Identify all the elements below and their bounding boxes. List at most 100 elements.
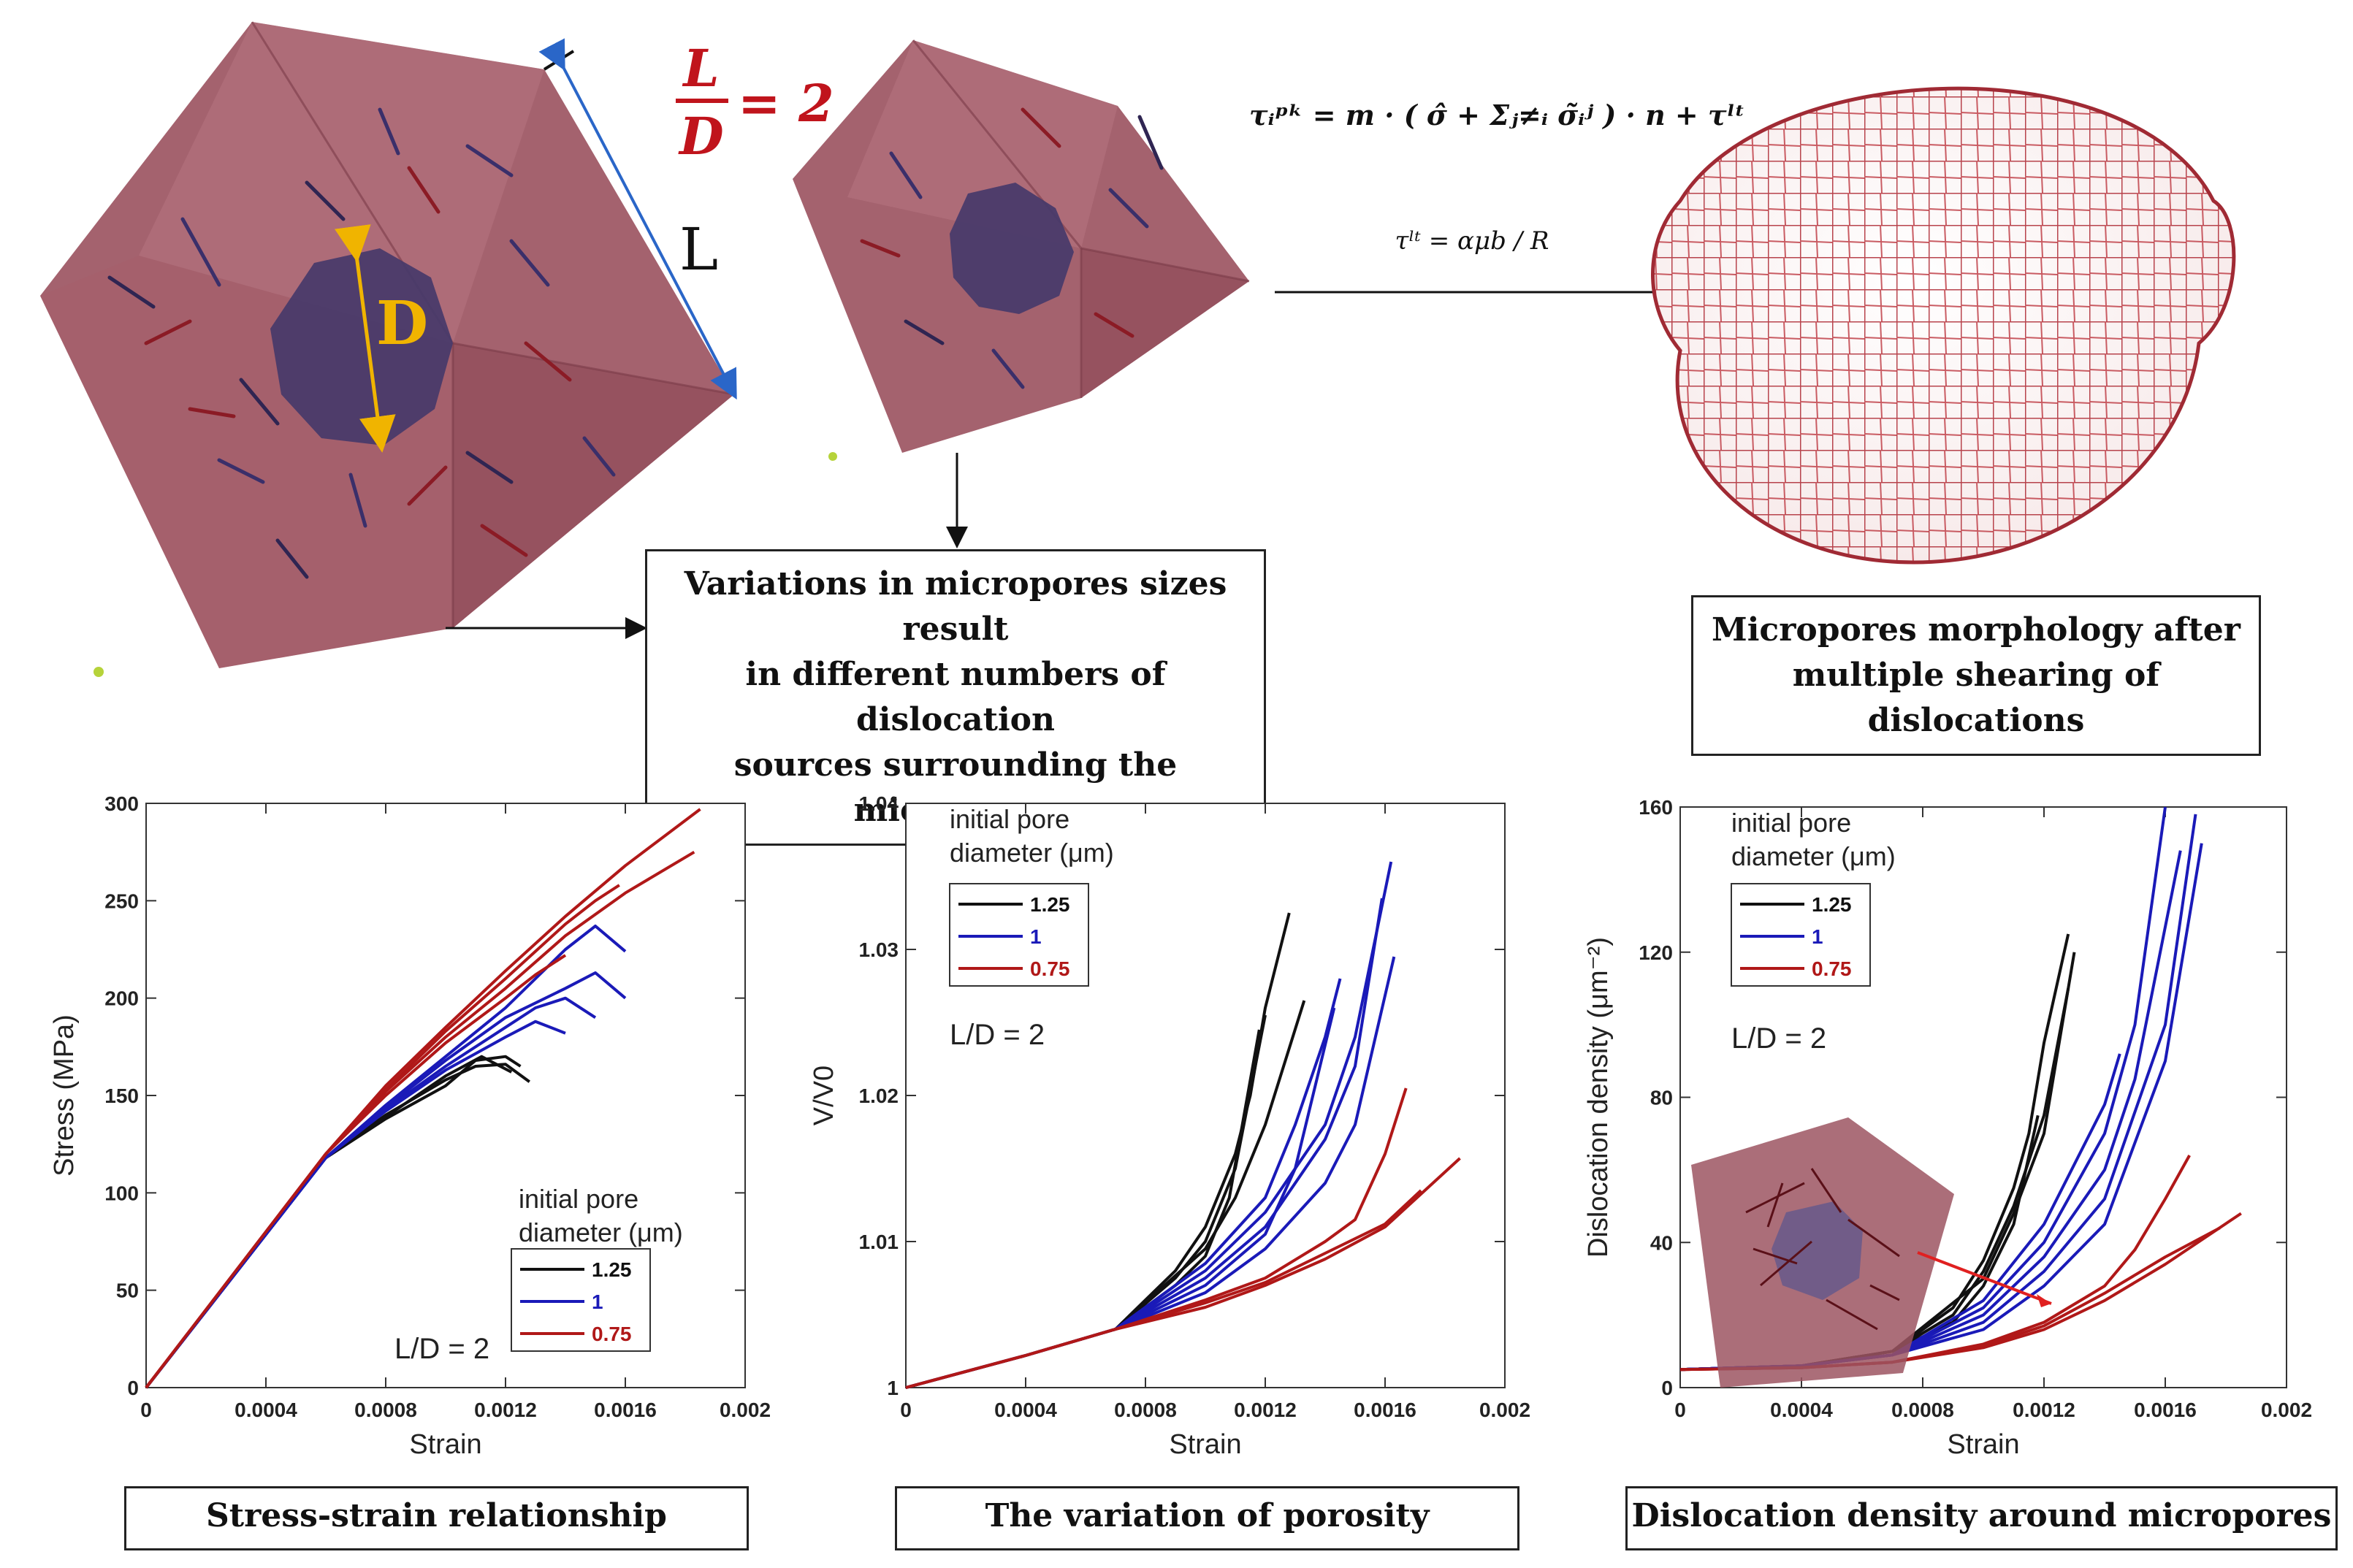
x-tick-label: 0.0012 [474,1399,537,1421]
annotation-ld: L/D = 2 [394,1333,489,1365]
marker-icon [828,452,837,461]
series-line-0-75 [905,1189,1422,1389]
inset-pore-icon [1772,1201,1863,1300]
legend-label: 1.25 [1812,893,1852,916]
legend-label: 0.75 [1812,957,1852,980]
y-tick-label: 0 [1661,1377,1673,1399]
chart-stress-strain: 0 0.0004 0.0008 0.0012 0.0016 0.002 0 50 100 150 2… [49,792,771,1460]
legend-label: 1.25 [592,1258,632,1281]
legend-label: 1 [1030,925,1042,948]
x-tick-label: 0.0016 [2134,1399,2197,1421]
series-line-0-75 [145,954,567,1389]
caption-micropore-sizes: Variations in micropores sizes result in… [645,549,1266,846]
caption-line: Variations in micropores sizes result [684,565,1227,648]
inset-pointer-arrow [1917,1251,2052,1305]
legend-title-line: initial pore [1731,808,1851,838]
y-tick-label: 160 [1639,796,1673,819]
inset-dislocation-line [1760,1240,1812,1287]
y-axis-label: V/V0 [809,1066,839,1125]
x-tick-label: 0.0016 [1354,1399,1416,1421]
y-tick-label: 50 [116,1280,139,1302]
legend-label: 1 [592,1290,603,1313]
small-cube-icon [793,39,1250,453]
legend-title-line: diameter (μm) [950,838,1114,868]
inset-dislocation-line [1766,1182,1784,1228]
plot-frame [145,803,746,1388]
legend-title-line: initial pore [950,804,1069,834]
y-axis-label: Dislocation density (μm⁻²) [1583,937,1614,1258]
legend-label: 0.75 [1030,957,1070,980]
inset-dislocation-network-icon [1691,1117,2052,1388]
ratio-rhs: = 2 [738,73,834,134]
y-tick-label: 300 [104,792,139,815]
x-tick-label: 0 [1674,1399,1686,1421]
inset-dislocation-line [1745,1182,1805,1214]
y-tick-label: 40 [1650,1231,1673,1254]
x-axis-label: Strain [1947,1429,2019,1460]
x-axis-label: Strain [409,1429,481,1460]
y-tick-label: 150 [104,1085,139,1107]
caption-dislocation-density: Dislocation density around micropores [1625,1486,2338,1550]
y-tick-label: 1.01 [859,1231,899,1253]
legend-title-line: initial pore [519,1184,638,1214]
caption-micropore-morphology: Micropores morphology after multiple she… [1691,595,2261,756]
legend-label: 1 [1812,925,1823,948]
equation-peach-koehler: τᵢᵖᵏ = m · ( σ̂ + Σⱼ≠ᵢ σ̃ᵢʲ ) · n + τˡᵗ [1249,99,1745,131]
x-tick-label: 0.0016 [594,1399,657,1421]
x-tick-label: 0.0008 [1891,1399,1954,1421]
x-tick-label: 0.0012 [2013,1399,2075,1421]
ratio-denominator: D [679,106,724,167]
y-tick-label: 1 [887,1377,899,1399]
caption-line: Micropores morphology after [1712,611,2241,649]
x-tick-label: 0.002 [720,1399,771,1421]
x-axis-label: Strain [1169,1429,1241,1460]
y-tick-label: 100 [104,1182,139,1204]
x-tick-label: 0.0008 [354,1399,417,1421]
y-axis-label: Stress (MPa) [49,1014,80,1177]
x-tick-label: 0.0008 [1114,1399,1177,1421]
y-tick-label: 1.04 [859,792,899,815]
chart-dislocation-density: 0 0.0004 0.0008 0.0012 0.0016 0.002 0 40 80 120 16… [1583,796,2312,1460]
annotation-ld: L/D = 2 [950,1019,1045,1051]
y-tick-label: 200 [104,987,139,1010]
y-tick-label: 80 [1650,1087,1673,1109]
ratio-numerator: L [683,38,720,99]
x-tick-label: 0.0004 [234,1399,297,1421]
inset-dislocation-line [1753,1247,1798,1265]
caption-stress-strain: Stress-strain relationship [124,1486,749,1550]
y-tick-label: 0 [127,1377,139,1399]
equation-line-tension: τˡᵗ = αμb / R [1395,226,1549,256]
inset-dislocation-line [1869,1284,1900,1301]
series-line-1 [145,1020,566,1389]
label-l: L [679,215,719,283]
large-cube-icon [40,21,737,668]
legend-title-line: diameter (μm) [1731,841,1896,871]
y-tick-label: 120 [1639,941,1673,964]
label-d: D [376,288,429,359]
schematic-illustration [40,21,2236,677]
inset-pointer-arrowhead [2037,1294,2051,1307]
legend-label: 1.25 [1030,893,1070,916]
legend-label: 0.75 [592,1323,632,1345]
caption-porosity: The variation of porosity [895,1486,1519,1550]
x-tick-label: 0 [900,1399,912,1421]
marker-icon [94,667,104,677]
y-tick-label: 250 [104,890,139,912]
x-tick-label: 0.002 [1479,1399,1530,1421]
x-tick-label: 0.0004 [1770,1399,1833,1421]
x-tick-label: 0.0004 [994,1399,1057,1421]
y-tick-label: 1.03 [859,938,899,961]
x-tick-label: 0.0012 [1234,1399,1297,1421]
legend-title-line: diameter (μm) [519,1217,683,1247]
caption-line: in different numbers of dislocation [745,656,1166,738]
y-tick-label: 1.02 [859,1085,899,1107]
x-tick-label: 0.002 [2261,1399,2312,1421]
chart-porosity: 0 0.0004 0.0008 0.0012 0.0016 0.002 1 1.01 1.02 1… [809,792,1530,1460]
ratio-fraction-bar [676,99,728,103]
inset-dislocation-line [1810,1168,1842,1213]
x-tick-label: 0 [140,1399,152,1421]
annotation-ld: L/D = 2 [1731,1022,1826,1055]
inset-dislocation-line [1826,1299,1878,1331]
caption-line: multiple shearing of dislocations [1792,657,2160,739]
inset-dislocation-line [1847,1218,1900,1258]
